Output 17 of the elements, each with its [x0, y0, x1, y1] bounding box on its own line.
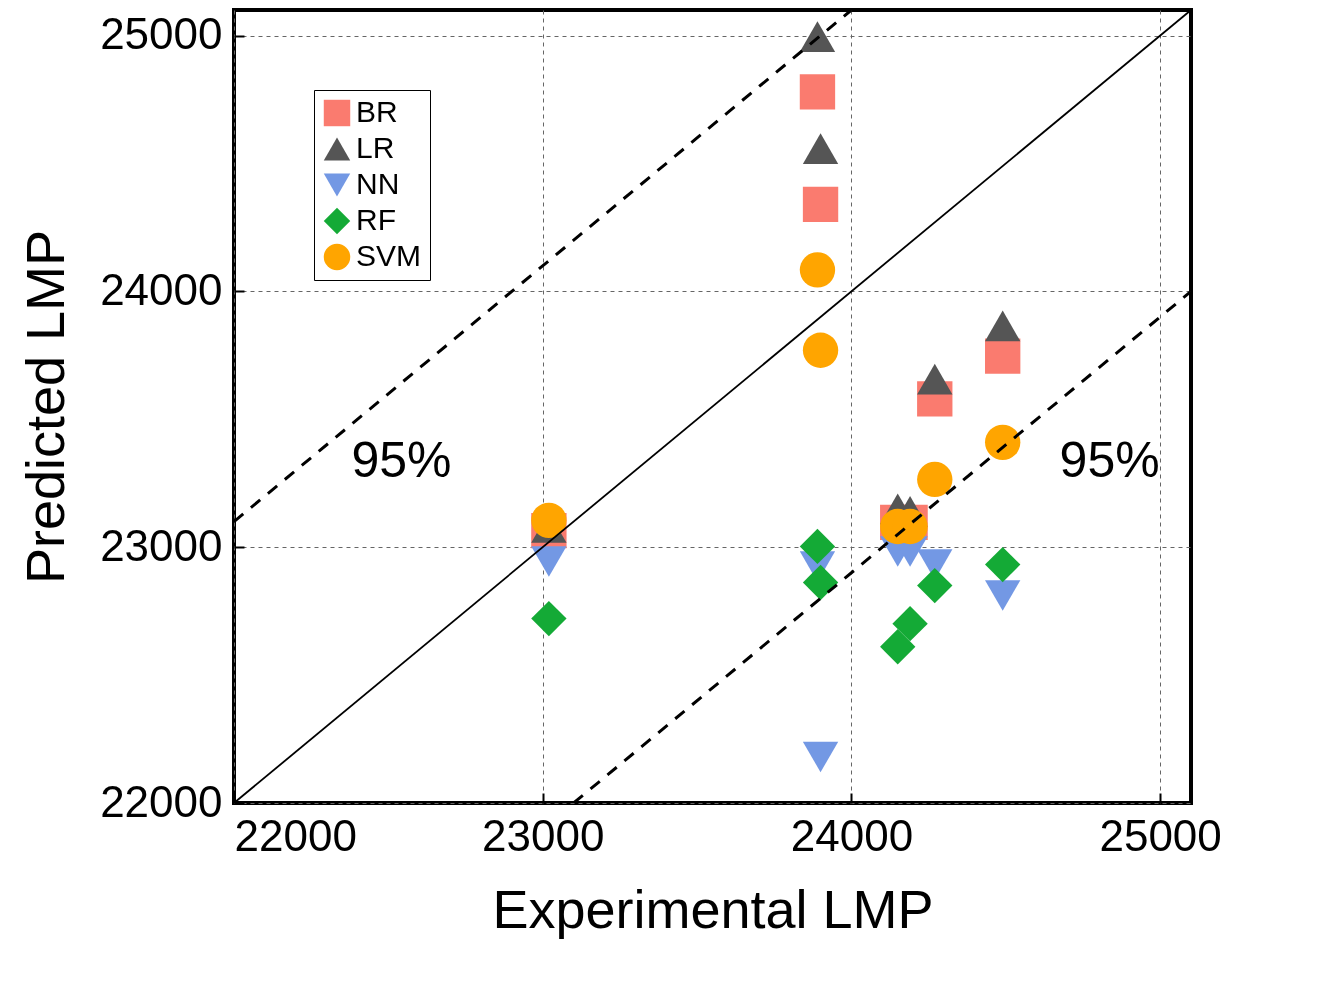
y-tick-label: 25000	[100, 9, 223, 59]
y-tick-label: 24000	[100, 264, 223, 314]
annotation: 95%	[1059, 432, 1160, 489]
legend-label: LR	[356, 131, 395, 164]
x-tick-label: 24000	[790, 810, 914, 860]
legend-label: BR	[356, 95, 398, 128]
y-axis-title: Predicted LMP	[15, 229, 76, 585]
annotation: 95%	[351, 432, 452, 489]
x-tick-label: 22000	[234, 810, 357, 860]
y-tick-label: 23000	[100, 520, 223, 570]
x-tick-label: 23000	[482, 810, 605, 860]
legend-label: RF	[356, 203, 396, 236]
legend-label: NN	[356, 167, 400, 200]
x-axis-title: Experimental LMP	[492, 878, 934, 939]
y-tick-label: 22000	[100, 776, 223, 826]
x-tick-label: 25000	[1099, 810, 1222, 860]
legend-label: SVM	[356, 239, 422, 272]
